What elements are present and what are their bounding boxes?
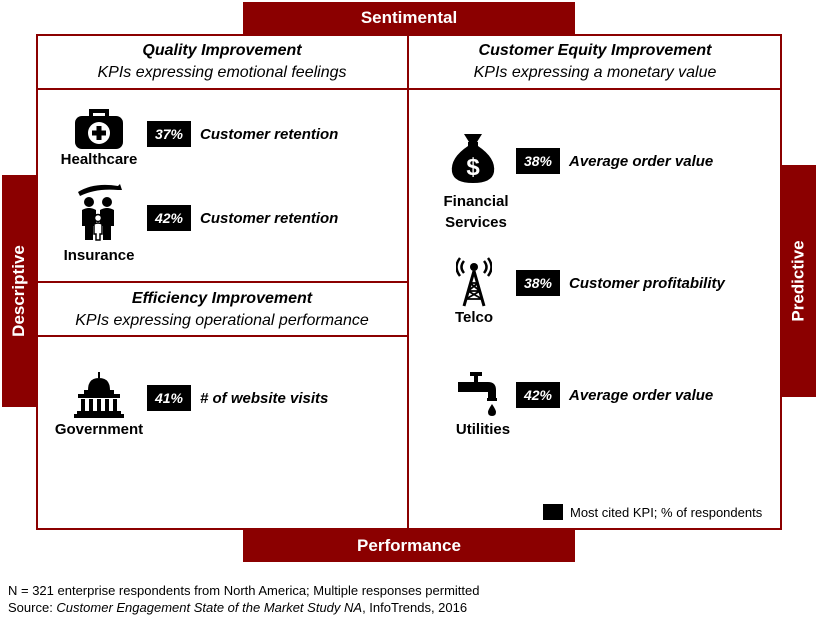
money-bag-icon: $ xyxy=(451,134,495,183)
axis-label-predictive: Predictive xyxy=(782,165,816,397)
kpi-label: Average order value xyxy=(569,152,714,170)
kpi-insurance: 42% Customer retention xyxy=(147,205,338,231)
kpi-label: # of website visits xyxy=(200,389,329,407)
kpi-telco: 38% Customer profitability xyxy=(516,270,725,296)
efficiency-subtitle: KPIs expressing operational performance xyxy=(75,312,369,329)
kpi-label: Average order value xyxy=(569,386,714,404)
vertical-divider xyxy=(407,34,409,530)
header-divider xyxy=(36,88,782,90)
source-prefix: Source: xyxy=(8,600,57,615)
industry-label-utilities: Utilities xyxy=(455,421,511,438)
legend: Most cited KPI; % of respondents xyxy=(543,504,762,520)
kpi-healthcare: 37% Customer retention xyxy=(147,121,338,147)
left-middle-divider xyxy=(36,281,408,283)
legend-swatch xyxy=(543,504,563,520)
kpi-percentage: 41% xyxy=(147,385,191,411)
kpi-label: Customer retention xyxy=(200,209,339,227)
water-tap-icon xyxy=(458,372,497,416)
kpi-percentage: 42% xyxy=(516,382,560,408)
axis-label-performance: Performance xyxy=(243,530,575,562)
efficiency-header: Efficiency Improvement KPIs expressing o… xyxy=(38,288,406,332)
svg-text:$: $ xyxy=(466,154,480,181)
axis-label-descriptive-text: Descriptive xyxy=(9,245,29,337)
kpi-financial-services: 38% Average order value xyxy=(516,148,713,174)
quality-subtitle: KPIs expressing emotional feelings xyxy=(97,64,347,81)
axis-label-predictive-text: Predictive xyxy=(789,240,809,322)
family-protection-icon xyxy=(78,184,122,241)
kpi-percentage: 42% xyxy=(147,205,191,231)
efficiency-header-divider xyxy=(36,335,408,337)
medical-kit-icon xyxy=(75,109,123,149)
footnote-source: Source: Customer Engagement State of the… xyxy=(8,600,467,615)
source-title: Customer Engagement State of the Market … xyxy=(56,600,363,615)
source-suffix: , InfoTrends, 2016 xyxy=(362,600,468,615)
customer-equity-title: Customer Equity Improvement xyxy=(478,42,712,59)
quality-header: Quality Improvement KPIs expressing emot… xyxy=(38,40,406,84)
kpi-label: Customer retention xyxy=(200,125,339,143)
kpi-government: 41% # of website visits xyxy=(147,385,328,411)
customer-equity-subtitle: KPIs expressing a monetary value xyxy=(473,64,717,81)
kpi-utilities: 42% Average order value xyxy=(516,382,713,408)
kpi-percentage: 38% xyxy=(516,270,560,296)
kpi-percentage: 38% xyxy=(516,148,560,174)
industry-label-government: Government xyxy=(54,421,144,438)
axis-label-sentimental: Sentimental xyxy=(243,2,575,34)
government-building-icon xyxy=(74,372,124,418)
legend-label: Most cited KPI; % of respondents xyxy=(570,504,763,520)
industry-label-financial-services: Financial Services xyxy=(433,191,519,233)
axis-label-descriptive: Descriptive xyxy=(2,175,36,407)
kpi-label: Customer profitability xyxy=(569,274,725,292)
industry-label-insurance: Insurance xyxy=(63,247,135,264)
efficiency-title: Efficiency Improvement xyxy=(131,290,313,307)
kpi-percentage: 37% xyxy=(147,121,191,147)
customer-equity-header: Customer Equity Improvement KPIs express… xyxy=(410,40,780,84)
radio-tower-icon xyxy=(456,257,492,307)
footnote-respondents: N = 321 enterprise respondents from Nort… xyxy=(8,583,480,598)
industry-label-telco: Telco xyxy=(454,309,494,326)
quality-title: Quality Improvement xyxy=(142,42,302,59)
industry-label-healthcare: Healthcare xyxy=(60,151,138,168)
industry-label-financial-line2: Services xyxy=(445,214,507,231)
industry-label-financial-line1: Financial xyxy=(443,193,509,210)
